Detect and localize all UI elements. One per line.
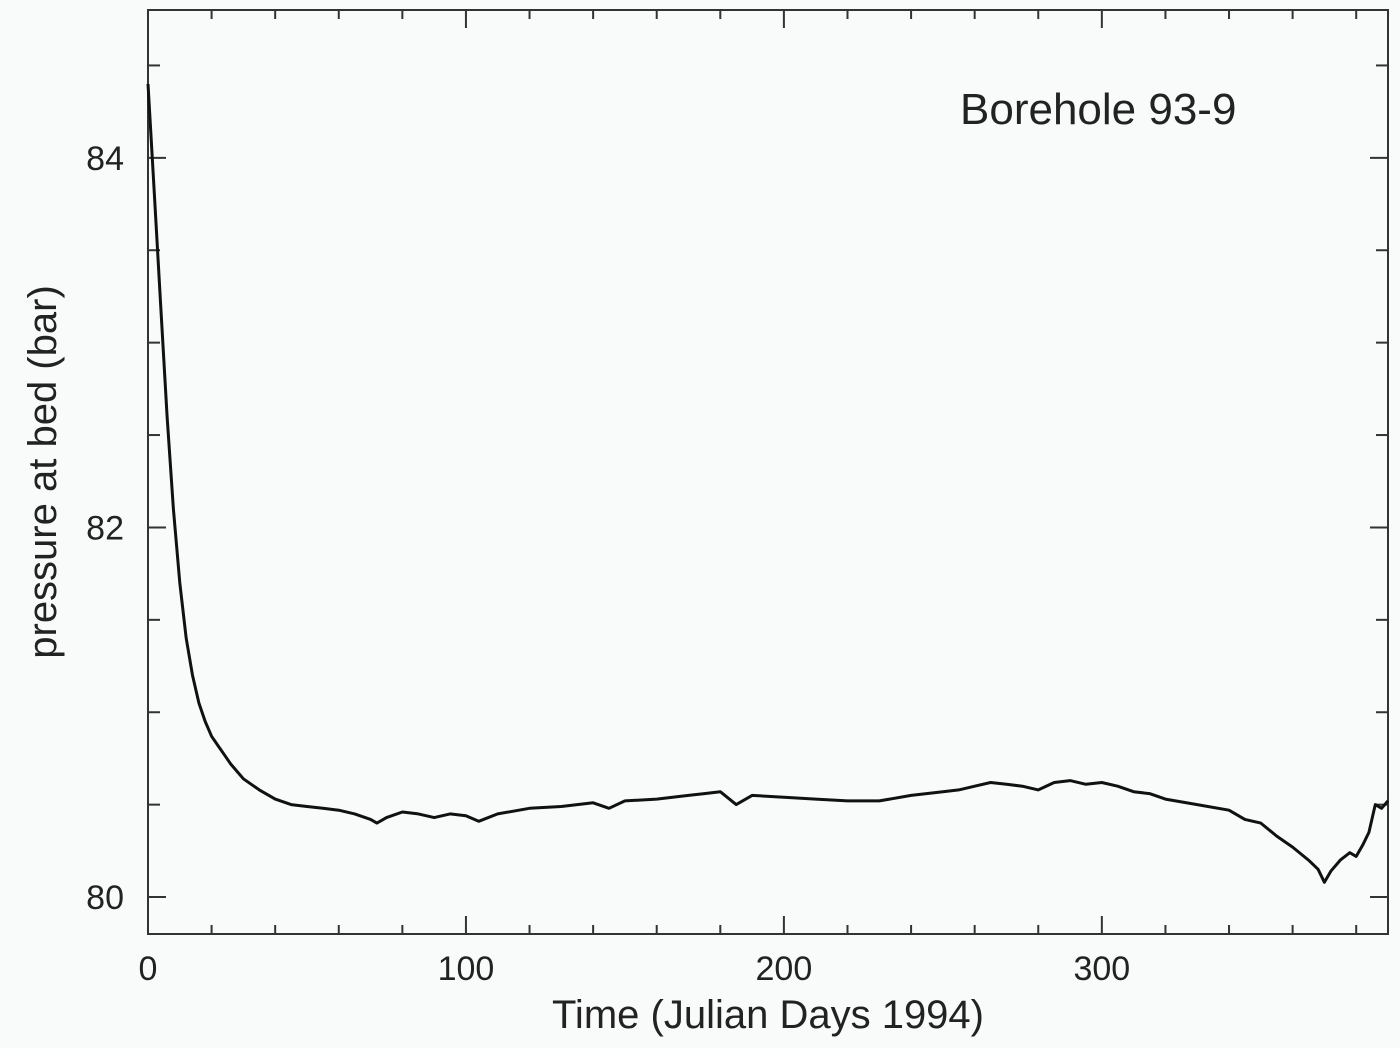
x-tick-label: 0 — [139, 950, 158, 988]
x-tick-label: 100 — [438, 950, 495, 988]
borehole-annotation: Borehole 93-9 — [960, 85, 1236, 134]
x-axis-title: Time (Julian Days 1994) — [552, 993, 984, 1037]
y-tick-label: 80 — [86, 879, 124, 917]
y-tick-label: 84 — [86, 140, 124, 178]
x-tick-label: 200 — [756, 950, 813, 988]
y-axis-title: pressure at bed (bar) — [21, 285, 65, 659]
pressure-series-line — [146, 83, 1390, 884]
y-tick-label: 82 — [86, 509, 124, 547]
plot-frame — [147, 9, 1389, 935]
x-tick-label: 300 — [1073, 950, 1130, 988]
